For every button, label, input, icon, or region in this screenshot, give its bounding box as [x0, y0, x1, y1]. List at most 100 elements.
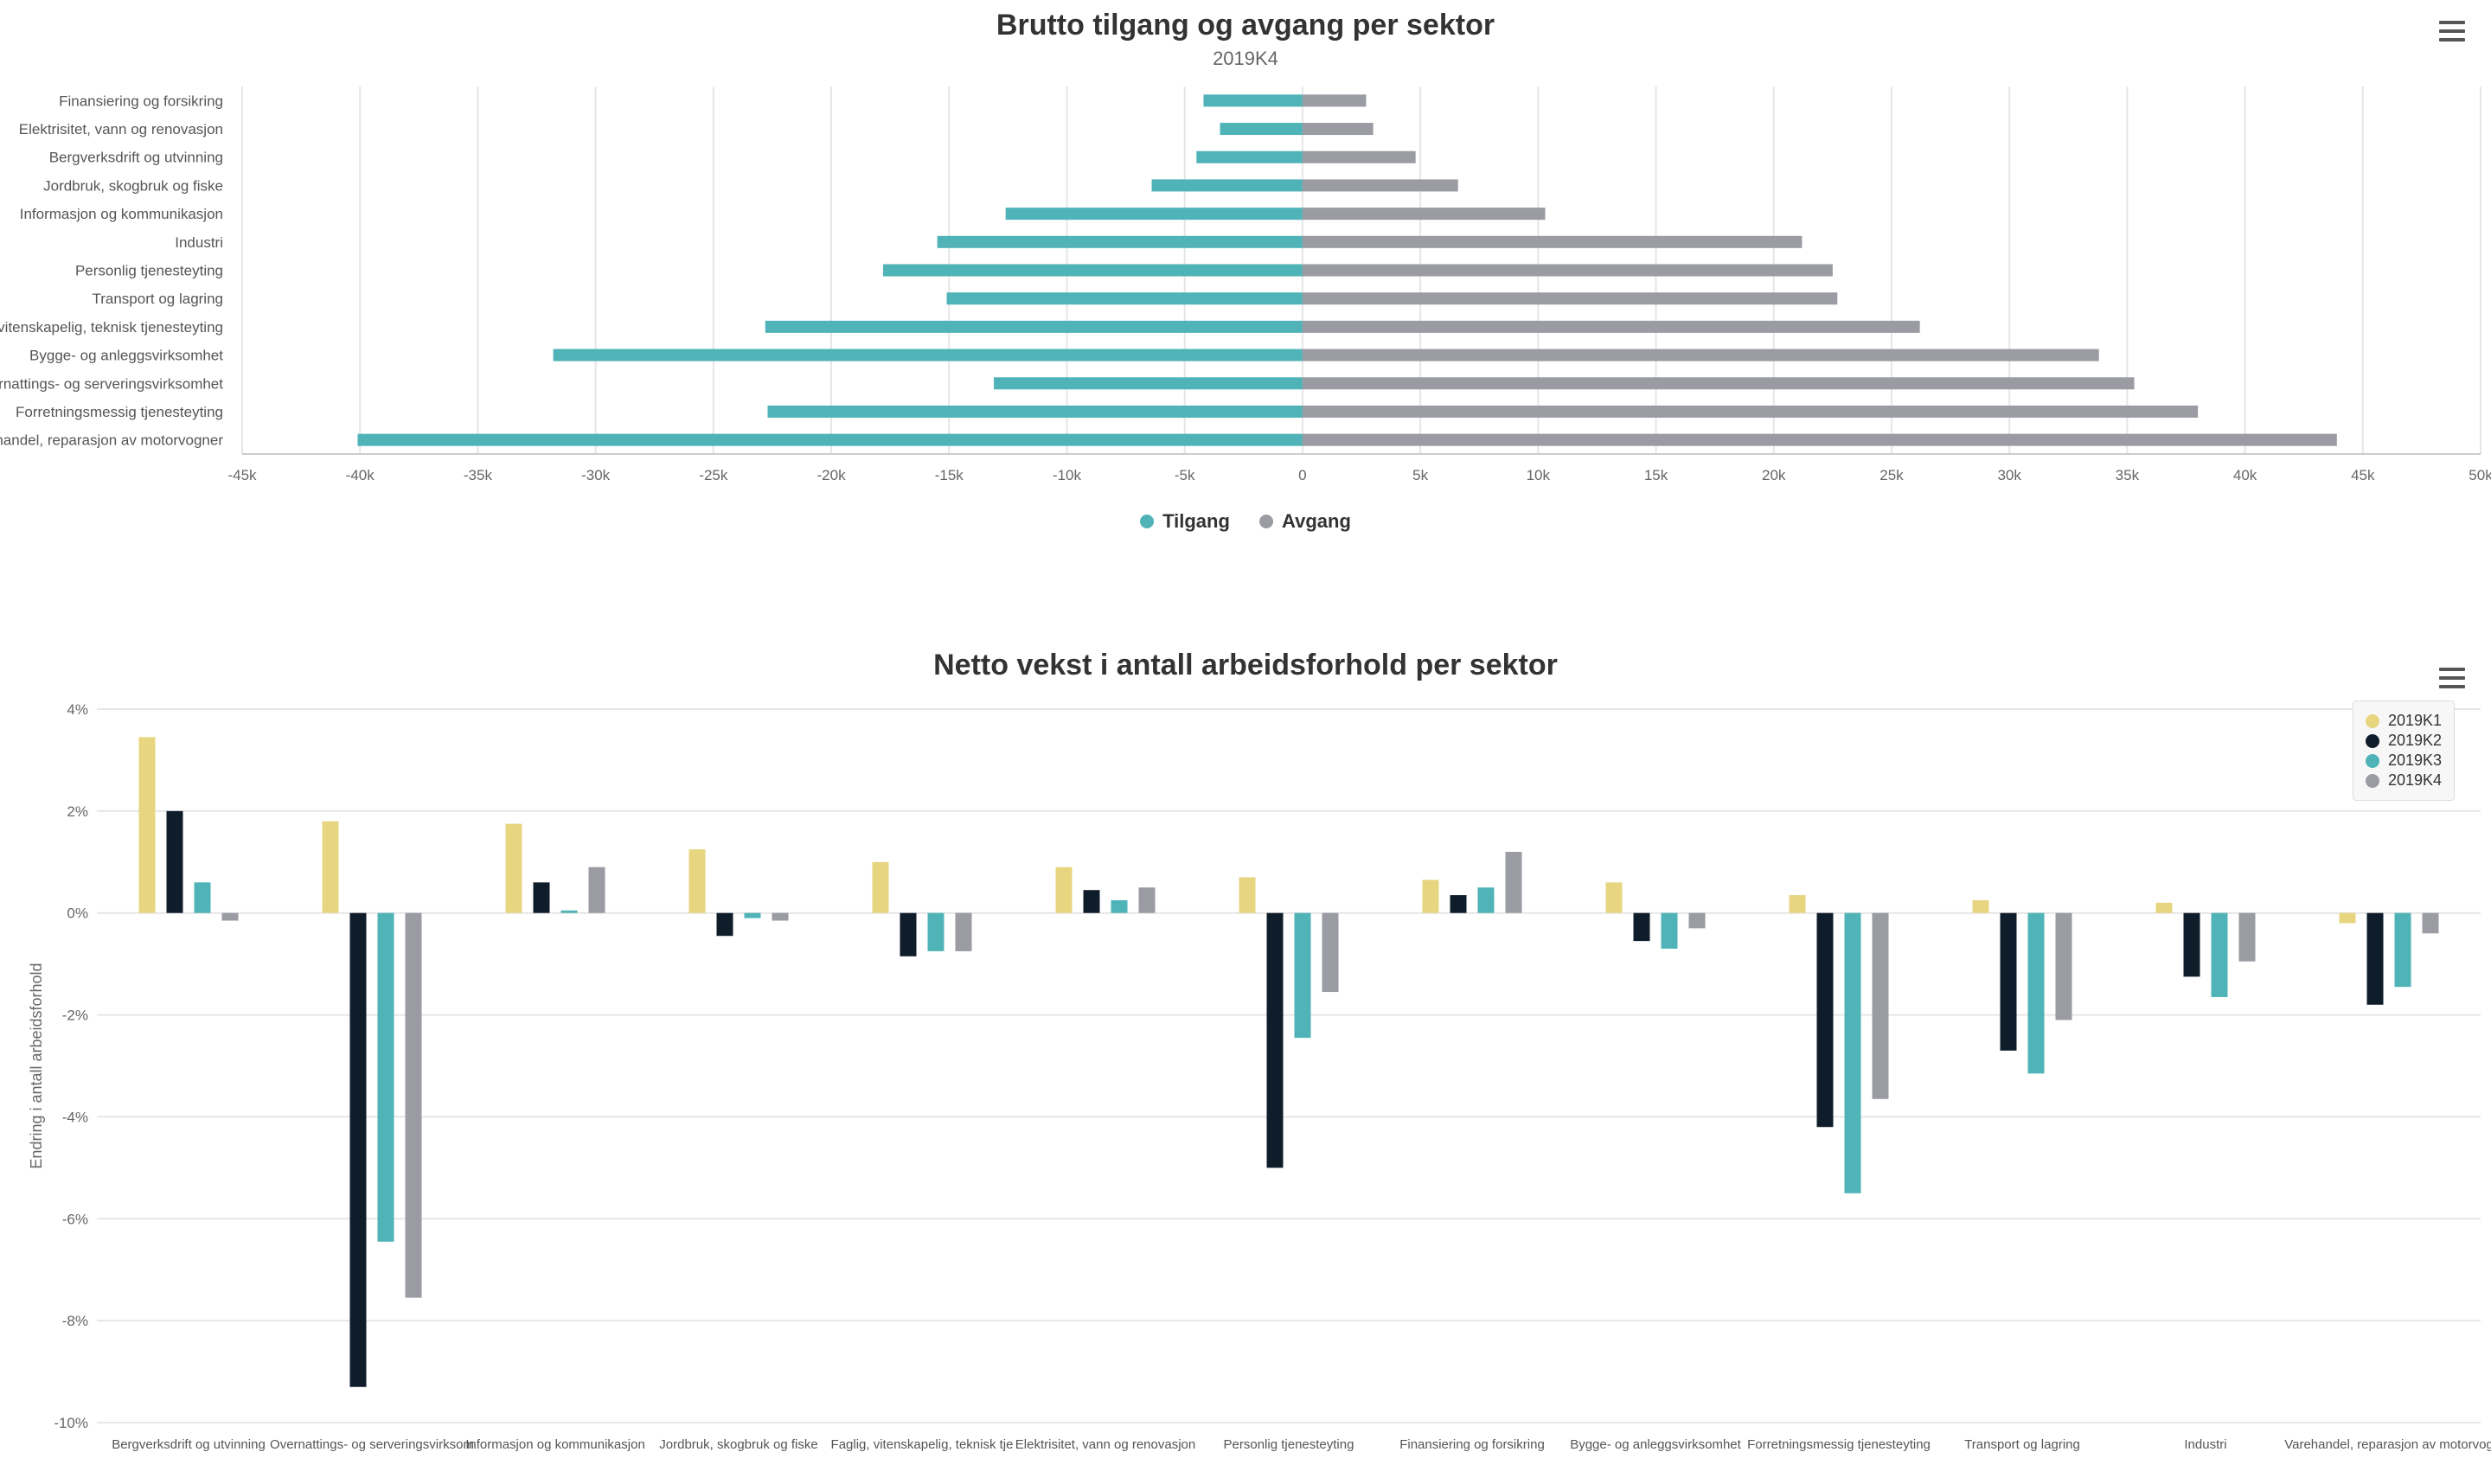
top-legend: Tilgang Avgang — [0, 510, 2491, 534]
bar-tilgang — [1203, 94, 1303, 107]
bar-avgang — [1302, 377, 2135, 390]
x-category-label: Transport og lagring — [1964, 1437, 2080, 1452]
bar-tilgang — [994, 377, 1303, 390]
x-tick-label: 5k — [1412, 467, 1428, 483]
bar-2019k3 — [194, 882, 211, 913]
bar-2019k3 — [1294, 912, 1311, 1039]
bar-2019k4 — [1138, 887, 1156, 913]
y-axis-label: Endring i antall arbeidsforhold — [28, 963, 45, 1168]
y-tick-label: -10% — [54, 1415, 88, 1431]
chart-title: Brutto tilgang og avgang per sektor — [996, 9, 1495, 42]
y-tick-label: -2% — [62, 1007, 88, 1024]
x-tick-label: -20k — [817, 467, 847, 483]
chart-title: Netto vekst i antall arbeidsforhold per … — [933, 649, 1558, 681]
legend-label: 2019K2 — [2387, 732, 2442, 749]
legend-item-2019k1[interactable]: 2019K1 — [2365, 712, 2442, 730]
y-category-label: Jordbruk, skogbruk og fiske — [43, 177, 223, 194]
legend-item-2019k2[interactable]: 2019K2 — [2365, 732, 2442, 750]
bar-tilgang — [1005, 208, 1303, 221]
bar-2019k1 — [505, 823, 522, 913]
bar-tilgang — [937, 235, 1303, 248]
bar-2019k3 — [1111, 899, 1128, 913]
bar-tilgang — [357, 433, 1303, 446]
bottom-chart-svg: 4% 2% 0% -2% -4% -6% -8% -10% Endring i antall a… — [28, 701, 2491, 1452]
bar-2019k4 — [405, 912, 422, 1298]
bar-2019k4 — [2422, 912, 2439, 934]
bar-2019k3 — [377, 912, 394, 1242]
legend-item-2019k4[interactable]: 2019K4 — [2365, 771, 2442, 790]
x-tick-label: 40k — [2233, 467, 2257, 483]
x-category-label: Faglig, vitenskapelig, teknisk tje — [831, 1437, 1014, 1452]
bar-2019k1 — [1972, 899, 1989, 913]
top-chart-panel: Brutto tilgang og avgang per sektor 2019… — [0, 0, 2491, 588]
bar-2019k2 — [349, 912, 367, 1387]
y-category-label: Faglig, vitenskapelig, teknisk tjenestey… — [0, 319, 223, 336]
bar-2019k3 — [1844, 912, 1861, 1193]
bar-2019k1 — [1605, 882, 1623, 913]
bar-2019k1 — [2339, 912, 2356, 924]
x-tick-label: -5k — [1175, 467, 1195, 483]
x-category-label: Bergverksdrift og utvinning — [112, 1437, 266, 1452]
y-category-label: Bygge- og anleggsvirksomhet — [29, 348, 223, 364]
hamburger-menu-icon[interactable] — [2439, 668, 2465, 690]
legend-item-tilgang[interactable]: Tilgang — [1140, 510, 1230, 533]
bar-2019k2 — [2000, 912, 2017, 1051]
bar-2019k1 — [872, 861, 889, 913]
bar-2019k2 — [2366, 912, 2384, 1005]
x-tick-label: 35k — [2116, 467, 2140, 483]
y-category-label: Informasjon og kommunikasjon — [20, 206, 223, 222]
x-tick-label: -40k — [346, 467, 375, 483]
x-tick-label: -25k — [699, 467, 728, 483]
bar-avgang — [1302, 349, 2099, 361]
bar-2019k1 — [688, 849, 706, 913]
bar-2019k4 — [2238, 912, 2256, 962]
bottom-legend: 2019K1 2019K2 2019K3 2019K4 — [2352, 700, 2455, 801]
legend-label: 2019K1 — [2387, 712, 2442, 729]
bar-avgang — [1302, 405, 2199, 418]
bar-2019k4 — [772, 912, 789, 921]
legend-label: 2019K3 — [2387, 752, 2442, 769]
hamburger-menu-icon[interactable] — [2439, 21, 2465, 43]
bar-tilgang — [1196, 150, 1303, 163]
bar-avgang — [1302, 320, 1920, 333]
bar-2019k2 — [1266, 912, 1284, 1168]
legend-item-avgang[interactable]: Avgang — [1259, 510, 1351, 533]
y-tick-label: -6% — [62, 1211, 88, 1227]
x-tick-label: -10k — [1053, 467, 1082, 483]
y-tick-label: -8% — [62, 1313, 88, 1329]
x-tick-label: -35k — [464, 467, 493, 483]
x-category-label: Finansiering og forsikring — [1399, 1437, 1545, 1452]
bar-2019k2 — [166, 810, 183, 913]
y-category-label: Forretningsmessig tjenesteyting — [16, 404, 223, 420]
legend-item-2019k3[interactable]: 2019K3 — [2365, 752, 2442, 770]
y-tick-label: -4% — [62, 1109, 88, 1125]
bar-avgang — [1302, 150, 1416, 163]
bar-2019k4 — [1505, 852, 1522, 913]
bar-2019k2 — [533, 882, 550, 913]
y-tick-label: 2% — [67, 803, 88, 820]
bar-2019k3 — [744, 912, 761, 918]
bar-tilgang — [1220, 123, 1303, 136]
y-category-label: Elektrisitet, vann og renovasjon — [19, 121, 223, 138]
x-tick-label: 25k — [1879, 467, 1904, 483]
bar-tilgang — [765, 320, 1303, 333]
legend-dot-icon — [2365, 733, 2379, 748]
x-category-label: Elektrisitet, vann og renovasjon — [1015, 1437, 1195, 1452]
bar-2019k3 — [1661, 912, 1678, 949]
y-category-label: Bergverksdrift og utvinning — [49, 150, 223, 166]
bar-avgang — [1302, 208, 1546, 221]
bar-2019k2 — [2183, 912, 2200, 977]
legend-label: 2019K4 — [2387, 771, 2442, 789]
bar-tilgang — [767, 405, 1303, 418]
y-category-label: Personlig tjenesteyting — [75, 263, 223, 279]
y-tick-label: 0% — [67, 905, 88, 922]
legend-label: Tilgang — [1162, 510, 1230, 532]
bar-2019k3 — [2211, 912, 2228, 997]
bar-2019k4 — [1872, 912, 1889, 1099]
y-category-label: Industri — [175, 234, 223, 251]
bar-2019k1 — [2155, 902, 2173, 913]
bar-2019k2 — [1816, 912, 1834, 1128]
bar-tilgang — [1151, 179, 1303, 192]
bar-2019k4 — [1322, 912, 1339, 993]
bar-tilgang — [882, 264, 1303, 277]
